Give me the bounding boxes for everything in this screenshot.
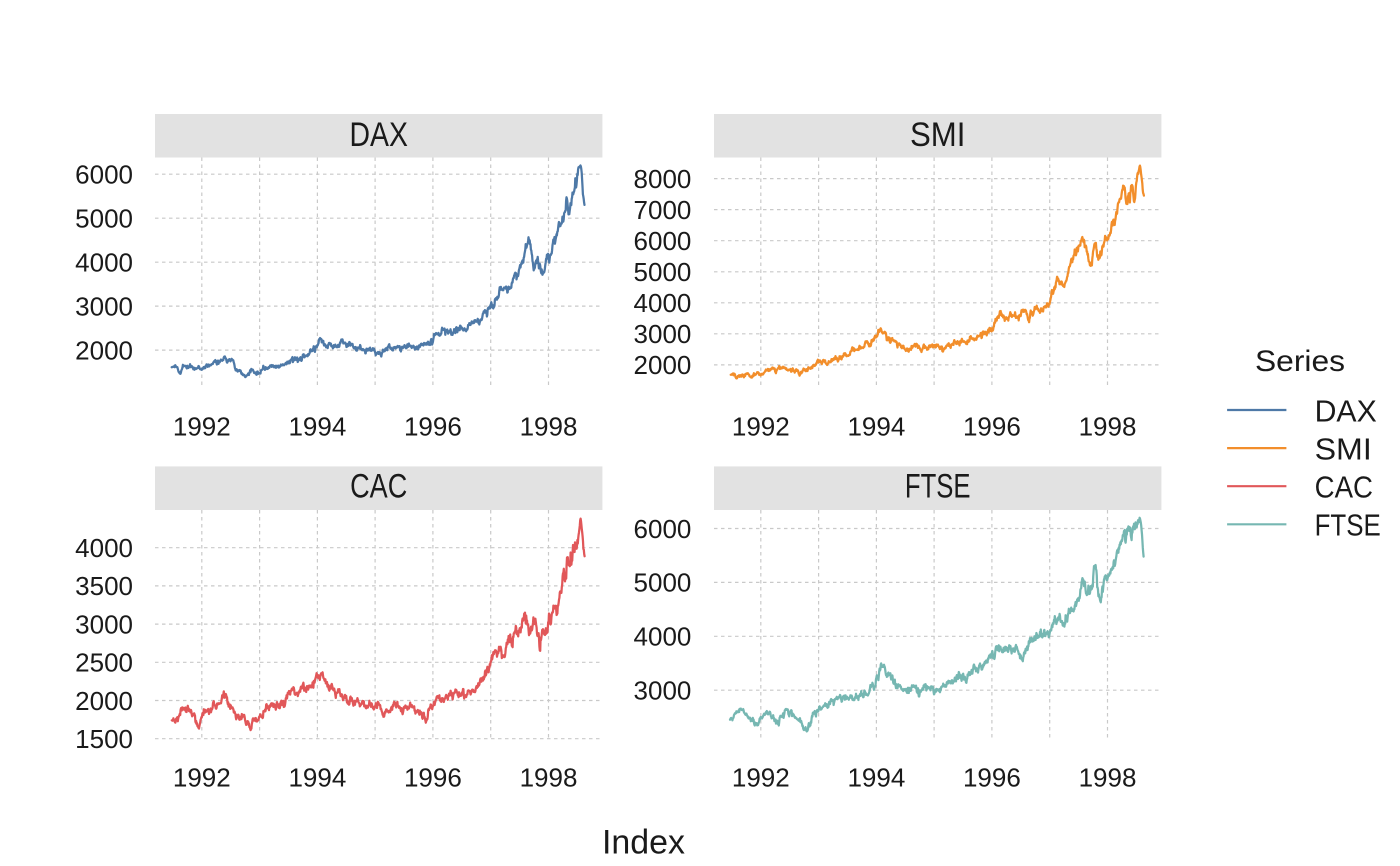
svg-text:SMI: SMI [1315, 431, 1372, 466]
svg-text:2000: 2000 [634, 350, 692, 380]
svg-text:FTSE: FTSE [1315, 508, 1381, 543]
svg-text:1500: 1500 [75, 724, 133, 754]
svg-text:1996: 1996 [404, 762, 462, 792]
svg-text:1998: 1998 [520, 762, 578, 792]
svg-text:3000: 3000 [75, 609, 133, 639]
svg-text:CAC: CAC [1315, 470, 1373, 505]
svg-text:1992: 1992 [173, 762, 231, 792]
svg-text:8000: 8000 [634, 164, 692, 194]
svg-text:6000: 6000 [75, 160, 133, 190]
svg-text:4000: 4000 [75, 248, 133, 278]
svg-text:2500: 2500 [75, 648, 133, 678]
svg-text:1998: 1998 [520, 412, 578, 442]
svg-text:3000: 3000 [634, 676, 692, 706]
svg-text:1998: 1998 [1079, 412, 1137, 442]
svg-text:FTSE: FTSE [905, 467, 971, 505]
svg-text:5000: 5000 [75, 204, 133, 234]
svg-text:DAX: DAX [1315, 393, 1378, 428]
svg-text:DAX: DAX [350, 116, 408, 154]
svg-text:Series: Series [1255, 345, 1345, 378]
svg-text:1992: 1992 [732, 412, 790, 442]
svg-text:1996: 1996 [963, 762, 1021, 792]
svg-text:4000: 4000 [75, 533, 133, 563]
svg-text:5000: 5000 [634, 257, 692, 287]
svg-text:5000: 5000 [634, 568, 692, 598]
svg-text:3000: 3000 [634, 319, 692, 349]
svg-text:3000: 3000 [75, 291, 133, 321]
svg-text:1998: 1998 [1079, 762, 1137, 792]
svg-text:1992: 1992 [173, 412, 231, 442]
svg-text:SMI: SMI [910, 116, 965, 154]
svg-text:6000: 6000 [634, 514, 692, 544]
svg-text:2000: 2000 [75, 335, 133, 365]
svg-text:1994: 1994 [288, 762, 346, 792]
svg-text:6000: 6000 [634, 226, 692, 256]
svg-text:2000: 2000 [75, 686, 133, 716]
svg-text:3500: 3500 [75, 571, 133, 601]
svg-text:1994: 1994 [847, 412, 905, 442]
svg-text:4000: 4000 [634, 622, 692, 652]
svg-text:CAC: CAC [350, 467, 407, 505]
svg-text:4000: 4000 [634, 288, 692, 318]
svg-text:1996: 1996 [404, 412, 462, 442]
svg-text:7000: 7000 [634, 195, 692, 225]
svg-text:1992: 1992 [732, 762, 790, 792]
svg-text:1994: 1994 [847, 762, 905, 792]
svg-text:1996: 1996 [963, 412, 1021, 442]
svg-text:Index: Index [602, 824, 685, 862]
svg-text:1994: 1994 [288, 412, 346, 442]
